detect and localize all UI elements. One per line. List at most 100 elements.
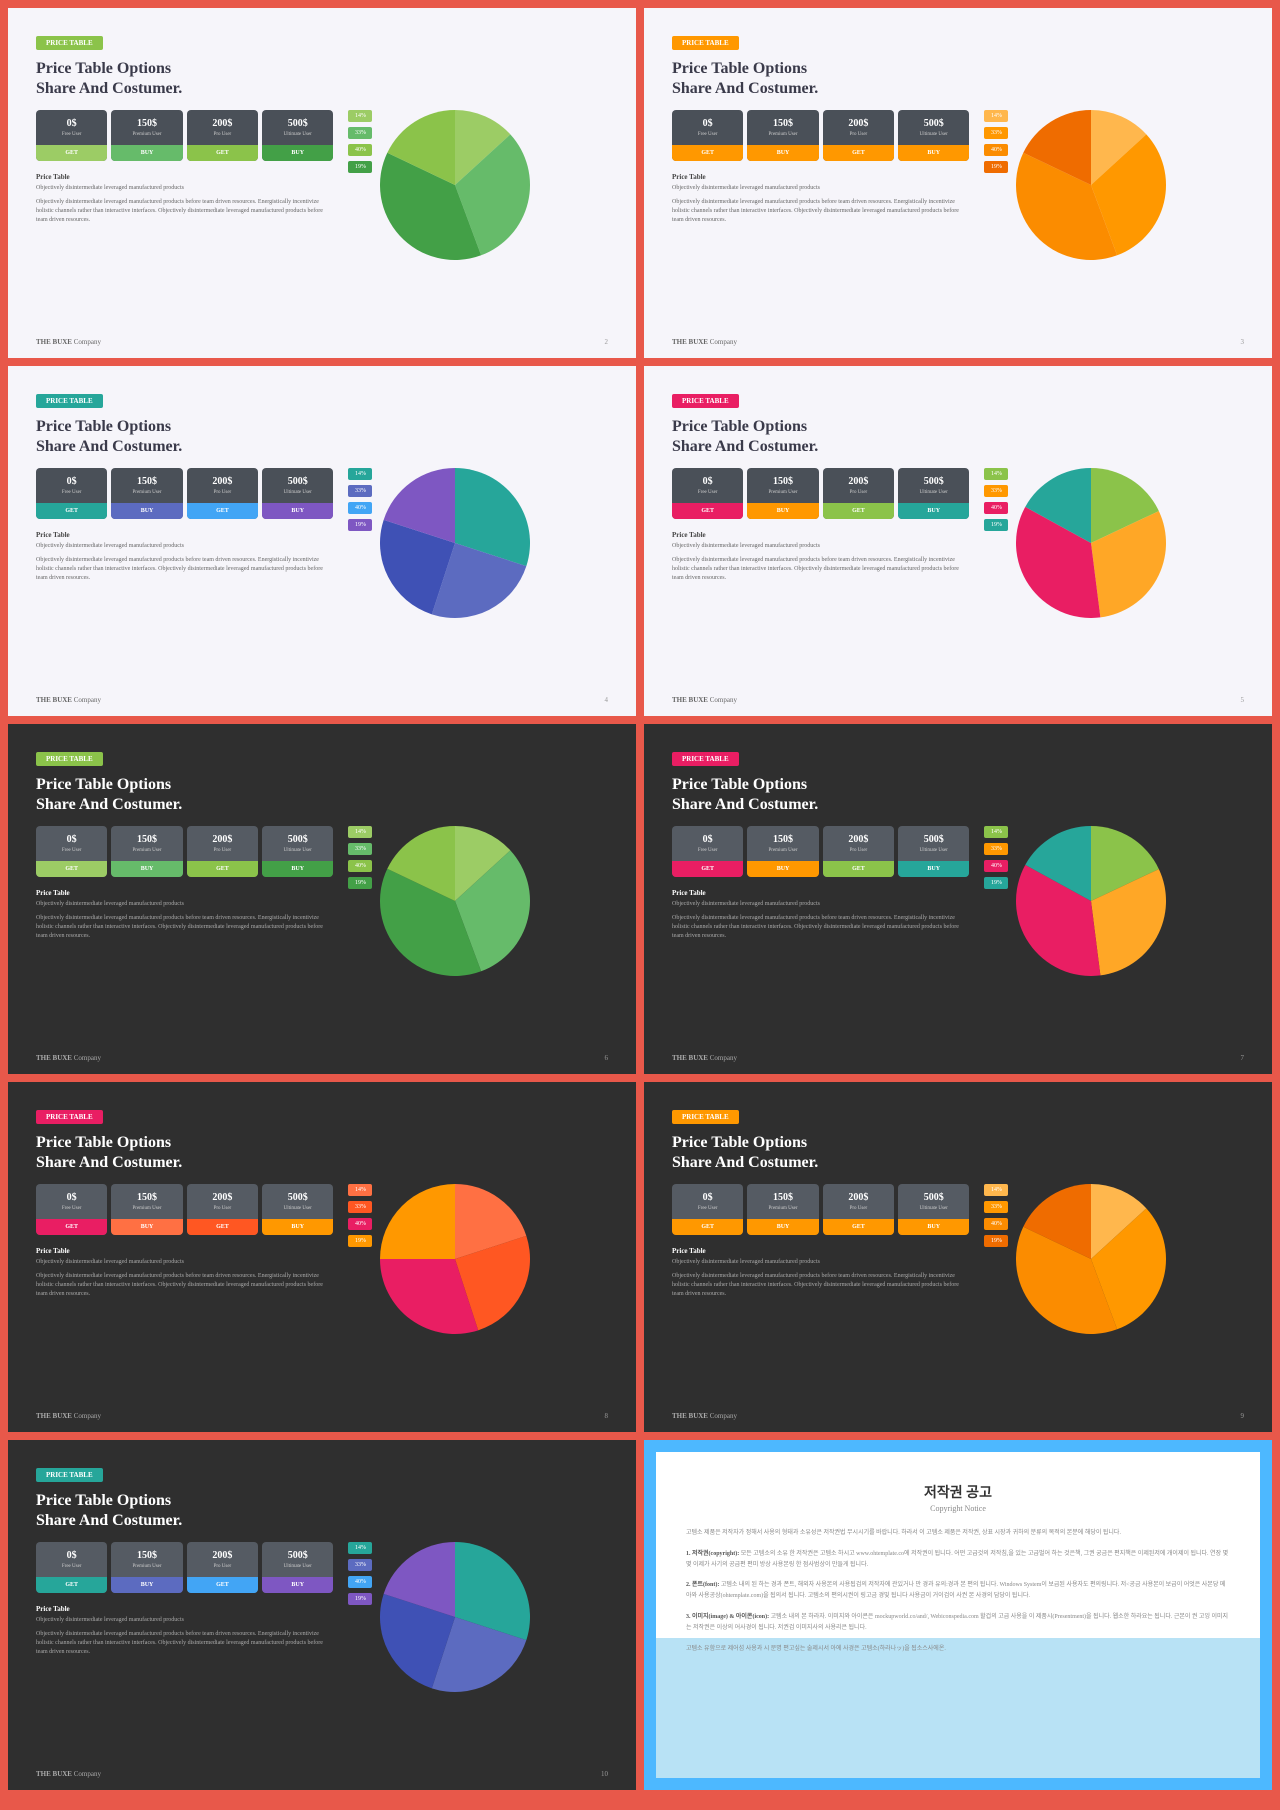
card-button[interactable]: BUY (262, 1219, 333, 1235)
category-tag: PRICE TABLE (672, 394, 739, 408)
price-card: 500$ Ultimate User BUY (262, 1184, 333, 1235)
price-cards: 0$ Free User GET 150$ Premium User BUY 2… (36, 826, 333, 877)
legend: 14%33%40%19% (984, 1184, 1008, 1247)
footer: THE BUXE Company (36, 338, 101, 346)
price-card: 500$ Ultimate User BUY (898, 1184, 969, 1235)
card-button[interactable]: GET (823, 145, 894, 161)
slide-subtitle: Share And Costumer. (672, 1154, 1244, 1172)
card-button[interactable]: GET (36, 1219, 107, 1235)
body-text: Objectively disintermediate leveraged ma… (36, 1272, 333, 1299)
category-tag: PRICE TABLE (672, 1110, 739, 1124)
card-button[interactable]: BUY (111, 1219, 182, 1235)
tier-label: Pro User (823, 490, 894, 495)
body-title: Price Table (672, 173, 969, 181)
price-cards: 0$ Free User GET 150$ Premium User BUY 2… (36, 1542, 333, 1593)
tier-label: Free User (672, 1206, 743, 1211)
price-value: 150$ (747, 118, 818, 129)
slide: PRICE TABLE Price Table Options Share An… (8, 8, 636, 358)
legend-item: 19% (348, 161, 372, 173)
card-button[interactable]: GET (672, 503, 743, 519)
legend-item: 19% (348, 877, 372, 889)
pie-chart (1016, 1184, 1166, 1334)
price-card: 150$ Premium User BUY (747, 1184, 818, 1235)
card-button[interactable]: BUY (262, 861, 333, 877)
tier-label: Free User (36, 848, 107, 853)
price-value: 150$ (111, 1550, 182, 1561)
tier-label: Ultimate User (898, 132, 969, 137)
card-button[interactable]: GET (672, 1219, 743, 1235)
notice-subtitle: Copyright Notice (686, 1504, 1230, 1513)
card-button[interactable]: GET (672, 861, 743, 877)
legend: 14%33%40%19% (348, 468, 372, 531)
card-button[interactable]: GET (36, 503, 107, 519)
legend-item: 14% (348, 468, 372, 480)
slide-subtitle: Share And Costumer. (36, 80, 608, 98)
card-button[interactable]: BUY (747, 861, 818, 877)
card-button[interactable]: BUY (747, 503, 818, 519)
footer: THE BUXE Company (36, 1054, 101, 1062)
card-button[interactable]: BUY (111, 861, 182, 877)
pie-chart (1016, 826, 1166, 976)
legend-item: 40% (984, 1218, 1008, 1230)
category-tag: PRICE TABLE (36, 1110, 103, 1124)
page-number: 9 (1241, 1412, 1245, 1420)
slide-title: Price Table Options (36, 60, 608, 78)
body-text: Objectively disintermediate leveraged ma… (36, 184, 333, 193)
card-button[interactable]: BUY (262, 1577, 333, 1593)
card-button[interactable]: BUY (747, 1219, 818, 1235)
card-button[interactable]: GET (187, 145, 258, 161)
footer: THE BUXE Company (36, 696, 101, 704)
tier-label: Free User (36, 132, 107, 137)
legend-item: 33% (348, 485, 372, 497)
card-button[interactable]: BUY (898, 1219, 969, 1235)
card-button[interactable]: GET (187, 503, 258, 519)
legend: 14%33%40%19% (348, 110, 372, 173)
price-card: 0$ Free User GET (672, 826, 743, 877)
category-tag: PRICE TABLE (36, 394, 103, 408)
price-value: 200$ (187, 834, 258, 845)
card-button[interactable]: BUY (898, 861, 969, 877)
card-button[interactable]: GET (187, 1577, 258, 1593)
card-button[interactable]: GET (36, 1577, 107, 1593)
legend-item: 33% (348, 127, 372, 139)
tier-label: Pro User (187, 132, 258, 137)
tier-label: Ultimate User (898, 848, 969, 853)
legend-item: 14% (348, 826, 372, 838)
slide: PRICE TABLE Price Table Options Share An… (8, 1440, 636, 1790)
legend-item: 19% (348, 1235, 372, 1247)
slide-title: Price Table Options (36, 1492, 608, 1510)
price-value: 500$ (898, 1192, 969, 1203)
price-value: 150$ (111, 118, 182, 129)
body-text: Objectively disintermediate leveraged ma… (672, 900, 969, 909)
notice-body: 고템소 제품은 저작자가 정해서 사용의 형태과 소유성은 저작권법 무시시기를… (686, 1528, 1230, 1654)
card-button[interactable]: GET (187, 861, 258, 877)
card-button[interactable]: BUY (262, 145, 333, 161)
price-value: 0$ (672, 476, 743, 487)
price-cards: 0$ Free User GET 150$ Premium User BUY 2… (36, 110, 333, 161)
price-card: 200$ Pro User GET (823, 110, 894, 161)
slide-title: Price Table Options (36, 1134, 608, 1152)
card-button[interactable]: BUY (898, 145, 969, 161)
card-button[interactable]: GET (823, 503, 894, 519)
slide-subtitle: Share And Costumer. (36, 1154, 608, 1172)
card-button[interactable]: BUY (111, 145, 182, 161)
card-button[interactable]: GET (672, 145, 743, 161)
card-button[interactable]: GET (36, 145, 107, 161)
card-button[interactable]: BUY (111, 1577, 182, 1593)
price-card: 0$ Free User GET (672, 110, 743, 161)
card-button[interactable]: GET (823, 1219, 894, 1235)
category-tag: PRICE TABLE (672, 752, 739, 766)
tier-label: Ultimate User (898, 1206, 969, 1211)
price-value: 150$ (111, 476, 182, 487)
card-button[interactable]: GET (187, 1219, 258, 1235)
card-button[interactable]: GET (36, 861, 107, 877)
card-button[interactable]: BUY (111, 503, 182, 519)
card-button[interactable]: BUY (898, 503, 969, 519)
card-button[interactable]: GET (823, 861, 894, 877)
card-button[interactable]: BUY (747, 145, 818, 161)
body-text: Objectively disintermediate leveraged ma… (36, 542, 333, 551)
legend-item: 40% (348, 1576, 372, 1588)
price-card: 200$ Pro User GET (187, 1184, 258, 1235)
price-value: 0$ (36, 476, 107, 487)
card-button[interactable]: BUY (262, 503, 333, 519)
